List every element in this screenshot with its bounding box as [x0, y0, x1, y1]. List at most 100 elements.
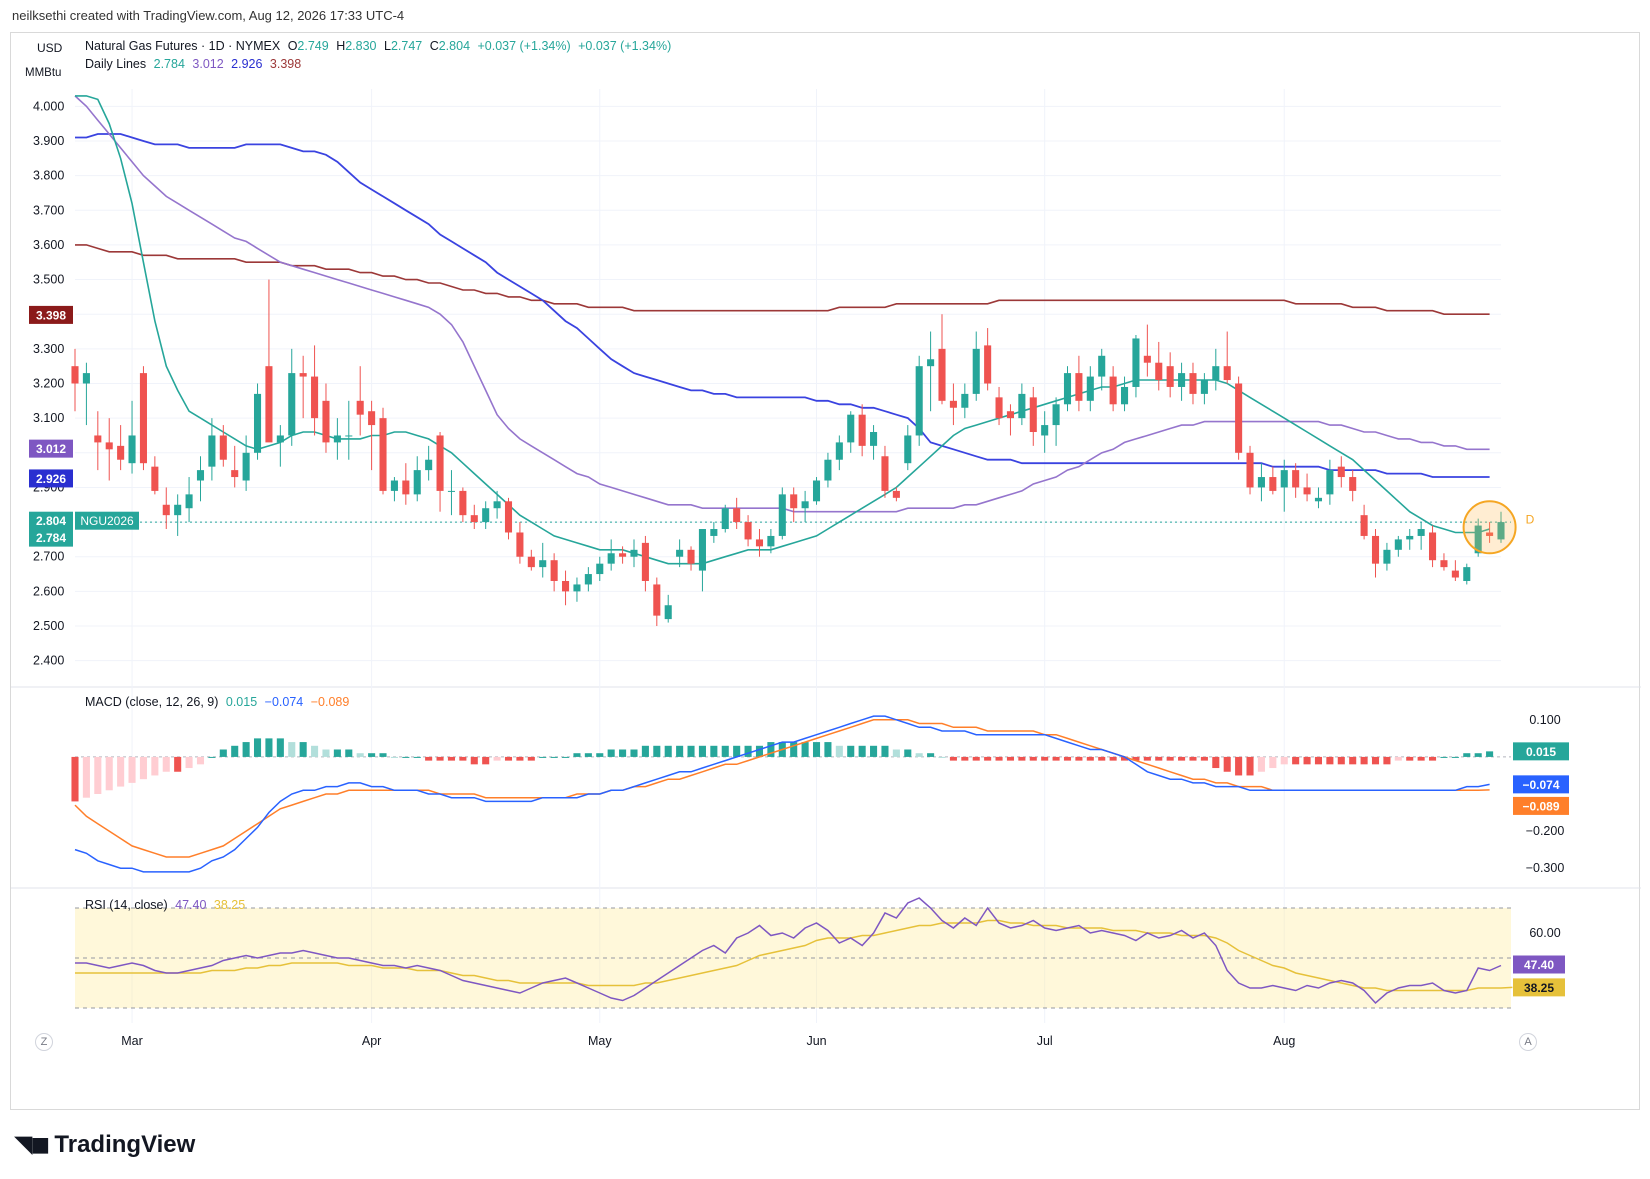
macd-label[interactable]: MACD (close, 12, 26, 9)	[85, 695, 219, 709]
candle	[208, 418, 216, 481]
price-tick-label: 3.300	[33, 342, 64, 356]
candle	[425, 445, 433, 481]
candle-body	[117, 445, 125, 460]
candle	[824, 452, 832, 488]
price-badge-label: 2.804	[36, 514, 66, 528]
candle-body	[1052, 404, 1060, 426]
line-value-ma100: 2.926	[231, 57, 263, 71]
candle-body	[425, 459, 433, 471]
candle-body	[128, 435, 136, 464]
candle-body	[847, 414, 855, 443]
macd-histogram-bar	[1246, 756, 1254, 776]
candle-body	[927, 359, 935, 367]
ma200-line	[75, 244, 1490, 316]
candle-body	[1406, 535, 1414, 540]
price-badge: 3.012	[29, 439, 73, 458]
macd-histogram-bar	[676, 745, 684, 757]
macd-histogram-bar	[447, 756, 456, 761]
auto-scale-button[interactable]: A	[1519, 1033, 1537, 1051]
candle	[687, 546, 695, 571]
candle	[698, 529, 706, 592]
macd-histogram-bar	[995, 756, 1003, 761]
candle-body	[607, 553, 615, 564]
zoom-button[interactable]: Z	[35, 1033, 53, 1051]
candle-body	[1429, 532, 1437, 561]
macd-histogram-bar	[1314, 756, 1323, 765]
price-badge-bg	[29, 439, 73, 458]
candle-body	[573, 584, 581, 592]
rsi-badge-bg	[1513, 955, 1565, 974]
macd-histogram-bar	[459, 756, 467, 761]
candle-body	[1463, 567, 1471, 581]
unit-label[interactable]: MMBtu	[25, 67, 62, 79]
time-tick-label: Jun	[806, 1034, 826, 1048]
macd-histogram-bar	[470, 756, 478, 765]
candle	[1052, 397, 1060, 446]
symbol-title[interactable]: Natural Gas Futures · 1D · NYMEX	[85, 39, 281, 53]
candle-body	[1143, 355, 1151, 363]
candle-body	[185, 494, 193, 509]
time-tick-label: Jul	[1037, 1034, 1053, 1048]
macd-histogram-bar	[664, 745, 672, 757]
macd-histogram-bar	[949, 756, 957, 761]
candle	[938, 314, 946, 405]
macd-line-value: −0.074	[264, 695, 304, 709]
rsi-label[interactable]: RSI (14, close)	[85, 898, 168, 912]
candle	[356, 366, 364, 436]
chart-frame[interactable]: 2.4002.5002.6002.7002.9003.0003.1003.200…	[10, 32, 1641, 1111]
candle-body	[1018, 393, 1026, 419]
candle	[1041, 411, 1049, 453]
macd-histogram-bar	[1235, 756, 1243, 776]
candle-body	[961, 393, 969, 408]
macd-histogram-bar	[333, 749, 341, 757]
candle	[1200, 373, 1208, 405]
candle-body	[1223, 366, 1231, 381]
macd-histogram-bar	[311, 745, 319, 757]
candle	[607, 539, 615, 571]
macd-badge-bg	[1513, 796, 1569, 815]
macd-histogram-bar	[425, 756, 433, 761]
candle	[927, 331, 935, 412]
macd-histogram-bar	[185, 756, 193, 769]
time-tick-label: May	[588, 1034, 612, 1048]
candle	[596, 556, 604, 581]
line-value-ma200: 3.398	[269, 57, 302, 71]
macd-histogram-bar	[915, 753, 923, 757]
candle	[504, 497, 513, 540]
chart-canvas[interactable]: 2.4002.5002.6002.7002.9003.0003.1003.200…	[11, 33, 1641, 1111]
candle-body	[539, 560, 547, 568]
candle	[573, 577, 581, 602]
candle	[584, 567, 592, 592]
macd-histogram-bar	[539, 756, 547, 758]
candle-body	[984, 345, 992, 384]
candle-body	[459, 490, 467, 516]
candle-body	[82, 373, 90, 384]
candle	[778, 487, 786, 540]
symbol-badge-bg	[75, 511, 139, 530]
candle-body	[288, 373, 296, 436]
macd-histogram-bar	[253, 738, 262, 757]
macd-histogram-bar	[755, 745, 764, 757]
candle	[904, 425, 912, 471]
change-value: +0.037 (+1.34%)	[477, 39, 571, 53]
candle-body	[493, 501, 501, 509]
macd-histogram-bar	[413, 756, 421, 758]
macd-badge: 0.015	[1513, 742, 1569, 761]
candle-body	[1360, 515, 1368, 536]
candle-body	[413, 470, 421, 495]
candle	[1109, 366, 1117, 412]
candle-body	[1098, 355, 1106, 377]
lines-label[interactable]: Daily Lines	[85, 57, 147, 71]
candle-body	[1120, 386, 1129, 405]
candle-body	[1075, 373, 1083, 401]
currency-label[interactable]: USD	[37, 41, 63, 55]
macd-histogram-bar	[379, 753, 387, 757]
candle	[984, 328, 992, 391]
chart-credit: neilksethi created with TradingView.com,…	[12, 8, 405, 23]
candle-body	[1212, 366, 1220, 381]
candle	[664, 594, 672, 623]
tradingview-logo[interactable]: ◥◼ TradingView	[14, 1130, 195, 1159]
macd-histogram-bar	[733, 745, 741, 757]
price-badge: 2.926	[29, 469, 73, 488]
candle-body	[196, 470, 205, 481]
